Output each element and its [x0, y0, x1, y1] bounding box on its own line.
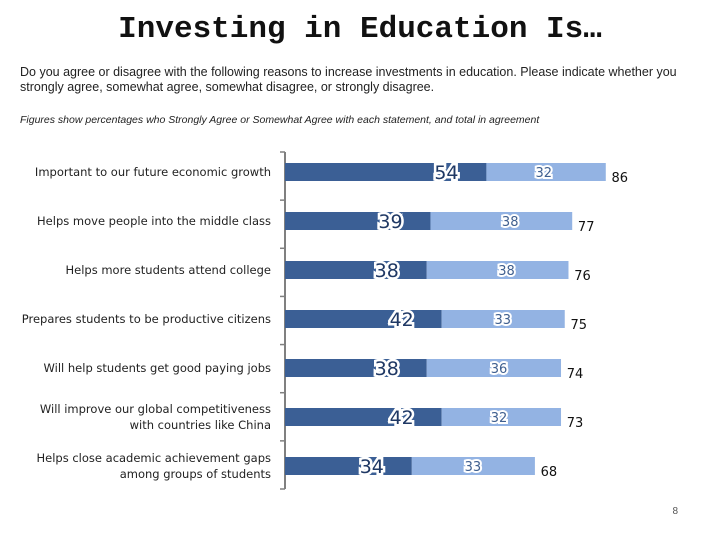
bar-strongly-agree: [285, 212, 431, 230]
bar-somewhat-agree: [426, 359, 562, 377]
chart-note: Figures show percentages who Strongly Ag…: [20, 114, 540, 126]
bar-strongly-agree: [285, 408, 442, 426]
label-total: 75: [570, 318, 587, 333]
label-somewhat-agree: 33: [465, 460, 482, 475]
category-label: Important to our future economic growth: [35, 165, 271, 179]
bar-somewhat-agree: [441, 310, 565, 328]
category-label: Helps move people into the middle class: [37, 214, 271, 228]
category-label: Will improve our global competitiveness w…: [40, 402, 271, 432]
bar-strongly-agree: [285, 163, 487, 181]
label-total: 86: [612, 171, 629, 186]
label-strongly-agree: 54: [434, 162, 458, 184]
label-strongly-agree: 34: [360, 456, 384, 478]
label-total: 74: [567, 367, 584, 382]
label-strongly-agree: 39: [378, 211, 402, 233]
category-label: Helps close academic achievement gaps amo…: [37, 451, 272, 481]
bar-somewhat-agree: [411, 457, 535, 475]
label-total: 68: [541, 465, 558, 480]
page-title: Investing in Education Is…: [118, 12, 602, 47]
label-strongly-agree: 38: [375, 260, 399, 282]
label-somewhat-agree: 32: [536, 166, 553, 181]
label-strongly-agree: 42: [390, 309, 414, 331]
bar-strongly-agree: [285, 261, 427, 279]
bar-strongly-agree: [285, 359, 427, 377]
label-somewhat-agree: 33: [494, 313, 511, 328]
survey-question: Do you agree or disagree with the follow…: [20, 65, 677, 94]
label-total: 76: [574, 269, 591, 284]
bar-somewhat-agree: [426, 261, 569, 279]
label-strongly-agree: 38: [375, 358, 399, 380]
category-label: Prepares students to be productive citiz…: [22, 312, 271, 326]
label-total: 77: [578, 220, 595, 235]
bar-strongly-agree: [285, 310, 442, 328]
label-strongly-agree: 42: [390, 407, 414, 429]
bar-strongly-agree: [285, 457, 412, 475]
category-label: Helps more students attend college: [65, 263, 271, 277]
label-somewhat-agree: 36: [491, 362, 508, 377]
page-number: 8: [672, 506, 678, 517]
bar-somewhat-agree: [441, 408, 562, 426]
category-label: Will help students get good paying jobs: [44, 361, 271, 375]
label-somewhat-agree: 32: [491, 411, 508, 426]
bar-somewhat-agree: [430, 212, 573, 230]
bar-somewhat-agree: [486, 163, 606, 181]
label-somewhat-agree: 38: [502, 215, 519, 230]
label-total: 73: [567, 416, 584, 431]
label-somewhat-agree: 38: [498, 264, 515, 279]
